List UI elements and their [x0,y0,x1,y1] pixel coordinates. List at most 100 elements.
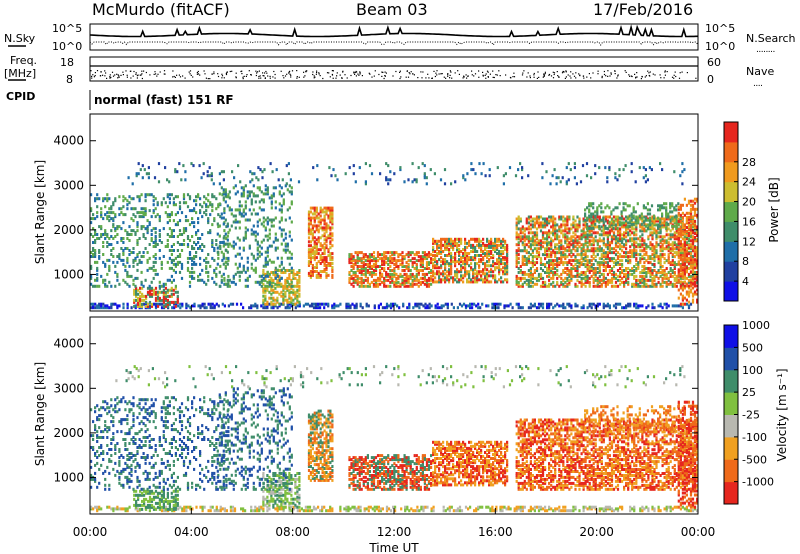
heatmap-cell [568,302,571,306]
heatmap-cell [556,257,559,261]
heatmap-cell [122,258,125,262]
heatmap-cell [653,245,656,249]
heatmap-cell [521,235,524,239]
heatmap-cell [539,276,543,280]
heatmap-cell [94,217,97,221]
heatmap-cell [392,304,395,308]
heatmap-cell [421,251,424,255]
heatmap-cell [286,300,289,304]
heatmap-cell [262,192,265,196]
nave-dot [213,73,215,75]
heatmap-cell [236,270,239,274]
heatmap-cell [629,217,632,221]
heatmap-cell [425,255,429,259]
heatmap-cell [584,221,587,225]
heatmap-cell [286,269,289,272]
heatmap-cell [193,260,196,264]
heatmap-cell [415,272,418,276]
heatmap-cell [226,278,229,282]
heatmap-cell [282,271,285,274]
heatmap-cell [592,253,595,257]
heatmap-cell [627,282,630,286]
heatmap-cell [594,269,597,272]
heatmap-cell [486,243,489,247]
heatmap-cell [201,215,204,219]
heatmap-cell [106,245,109,248]
heatmap-cell [482,262,485,266]
heatmap-cell [134,256,137,260]
heatmap-cell [128,249,131,252]
nave-dot [199,74,201,76]
heatmap-cell [150,229,153,233]
heatmap-cell [539,239,543,243]
heatmap-cell [317,304,320,308]
heatmap-cell [651,284,654,288]
heatmap-cell [635,278,638,282]
heatmap-cell [484,278,487,282]
nave-dot [487,76,489,78]
heatmap-cell [515,227,518,231]
heatmap-cell [450,268,453,272]
heatmap-cell [98,197,101,201]
heatmap-cell [606,231,609,235]
nave-dot [562,70,564,73]
heatmap-cell [566,243,569,247]
heatmap-cell [160,306,164,310]
heatmap-cell [641,274,644,278]
heatmap-cell [148,294,152,298]
heatmap-cell [148,209,151,213]
heatmap-cell [635,306,638,310]
heatmap-cell [223,282,226,286]
heatmap-cell [448,280,451,284]
heatmap-cell [216,262,219,266]
heatmap-cell [470,280,473,284]
heatmap-cell [130,217,133,221]
heatmap-cell [140,255,143,258]
nave-dot [265,70,267,73]
heatmap-cell [651,227,654,231]
heatmap-cell [564,229,567,233]
heatmap-cell [623,235,626,239]
heatmap-cell [582,243,585,247]
heatmap-cell [661,243,664,247]
heatmap-cell [474,245,477,249]
heatmap-cell [154,227,157,231]
heatmap-cell [162,197,165,201]
heatmap-cell [548,219,551,223]
nave-dot [110,76,112,79]
heatmap-cell [209,304,212,308]
nave-dot [114,74,116,76]
heatmap-cell [116,255,119,258]
heatmap-cell [339,302,342,306]
heatmap-cell [641,265,644,268]
nave-dot [93,76,95,78]
heatmap-cell [276,238,279,242]
heatmap-cell [604,243,607,247]
heatmap-cell [134,304,137,308]
heatmap-cell [635,245,638,249]
heatmap-cell [154,197,157,201]
heatmap-cell [203,280,206,284]
heatmap-cell [488,239,491,243]
heatmap-cell [417,271,420,274]
heatmap-cell [554,243,557,247]
heatmap-cell [504,241,507,245]
heatmap-cell [134,284,137,288]
heatmap-cell [244,234,247,238]
heatmap-cell [280,282,283,286]
heatmap-cell [325,268,328,271]
heatmap-cell [96,266,99,270]
heatmap-cell [180,276,184,280]
heatmap-cell [172,219,175,223]
heatmap-cell [135,286,138,290]
heatmap-cell [519,249,522,253]
heatmap-cell [122,237,125,240]
heatmap-cell [629,237,632,241]
heatmap-cell [280,284,283,288]
heatmap-cell [367,304,370,308]
heatmap-cell [197,193,200,197]
heatmap-cell [405,276,408,280]
heatmap-cell [535,249,539,253]
heatmap-cell [135,292,138,296]
heatmap-cell [162,290,165,294]
